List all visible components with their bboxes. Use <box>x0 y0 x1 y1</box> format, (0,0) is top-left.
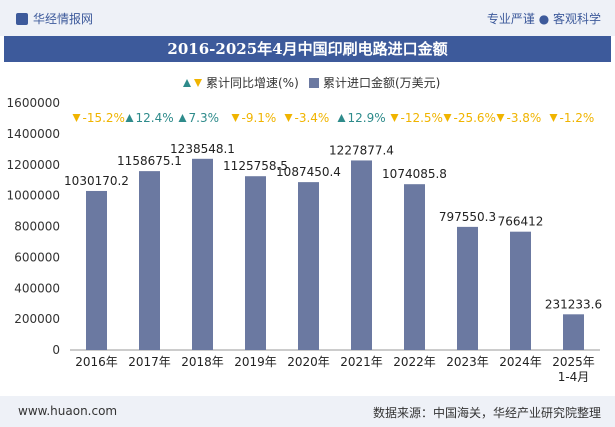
legend-growth-label: 累计同比增速(%) <box>206 76 299 90</box>
bar <box>298 182 319 350</box>
bar <box>563 314 584 350</box>
site-url[interactable]: www.huaon.com <box>18 404 118 418</box>
bar <box>457 226 478 350</box>
growth-rate-label: -12.5% <box>401 111 443 125</box>
y-tick-label: 1000000 <box>7 189 60 203</box>
x-tick-label: 2017年 <box>128 355 171 369</box>
chart-title: 2016-2025年4月中国印刷电路进口金额 <box>167 40 448 58</box>
x-tick-label: 2019年 <box>234 355 277 369</box>
site-logo[interactable]: 华经情报网 <box>16 10 93 27</box>
growth-down-icon <box>231 114 240 122</box>
bar <box>245 176 266 350</box>
logo-text: 华经情报网 <box>33 12 94 26</box>
bar <box>139 171 160 350</box>
y-tick-label: 600000 <box>14 250 60 264</box>
y-tick-label: 1400000 <box>7 127 60 141</box>
bar-value-label: 1158675.1 <box>117 154 182 168</box>
x-tick-label: 2021年 <box>340 355 383 369</box>
y-tick-label: 0 <box>52 343 60 357</box>
x-tick-label: 1-4月 <box>558 370 590 384</box>
bar-value-label: 1087450.4 <box>276 165 341 179</box>
growth-rate-label: -3.8% <box>507 111 542 125</box>
growth-up-icon <box>125 114 134 122</box>
y-tick-label: 1600000 <box>7 96 60 110</box>
bar-chart: 累计同比增速(%) 累计进口金额(万美元) 0 200000 400000 600000 8… <box>7 75 603 384</box>
y-tick-label: 1200000 <box>7 158 60 172</box>
bar-value-label: 231233.6 <box>545 297 602 311</box>
growth-up-icon <box>337 114 346 122</box>
data-source: 数据来源：中国海关，华经产业研究院整理 <box>372 406 601 420</box>
top-bar: 华经情报网 专业严谨 ● 客观科学 <box>0 0 615 36</box>
bar <box>404 184 425 350</box>
bar <box>192 158 213 350</box>
x-tick-label: 2018年 <box>181 355 224 369</box>
legend-amount-swatch <box>309 78 319 88</box>
y-tick-label: 200000 <box>14 312 60 326</box>
bar-value-label: 797550.3 <box>439 210 496 224</box>
growth-down-icon <box>390 114 399 122</box>
growth-rate-label: -15.2% <box>83 111 125 125</box>
logo-icon <box>16 12 28 25</box>
growth-down-icon <box>284 114 293 122</box>
x-tick-label: 2023年 <box>446 355 489 369</box>
bar <box>86 190 107 350</box>
growth-rate-label: 12.4% <box>136 111 174 125</box>
bar-value-label: 1074085.8 <box>382 167 447 181</box>
footer-bar: www.huaon.com 数据来源：中国海关，华经产业研究院整理 <box>0 396 615 427</box>
y-tick-label: 800000 <box>14 220 60 234</box>
growth-rate-label: 7.3% <box>189 111 220 125</box>
bar-value-label: 1125758.5 <box>223 159 288 173</box>
y-tick-label: 400000 <box>14 281 60 295</box>
x-tick-label: 2024年 <box>499 355 542 369</box>
growth-down-icon <box>496 114 505 122</box>
title-band: 2016-2025年4月中国印刷电路进口金额 <box>4 36 611 62</box>
x-tick-label: 2016年 <box>75 355 118 369</box>
bar <box>351 160 372 350</box>
growth-down-icon <box>443 114 452 122</box>
growth-rate-label: -1.2% <box>560 111 595 125</box>
legend-amount-label: 累计进口金额(万美元) <box>323 75 440 90</box>
legend-up-triangle-icon <box>183 79 191 87</box>
growth-rate-label: -25.6% <box>454 111 496 125</box>
x-tick-label: 2022年 <box>393 355 436 369</box>
growth-rate-label: 12.9% <box>348 111 386 125</box>
bar-value-label: 1227877.4 <box>329 143 394 157</box>
bar-value-label: 1238548.1 <box>170 142 235 156</box>
bar-value-label: 1030170.2 <box>64 174 129 188</box>
legend-down-triangle-icon <box>194 79 202 87</box>
growth-rate-label: -9.1% <box>242 111 277 125</box>
growth-down-icon <box>549 114 558 122</box>
bar-value-label: 766412 <box>498 215 544 229</box>
growth-up-icon <box>178 114 187 122</box>
tagline: 专业严谨 ● 客观科学 <box>486 12 601 26</box>
growth-down-icon <box>72 114 81 122</box>
x-tick-label: 2020年 <box>287 355 330 369</box>
x-tick-label: 2025年 <box>552 355 595 369</box>
bar <box>510 231 531 350</box>
growth-rate-label: -3.4% <box>295 111 330 125</box>
